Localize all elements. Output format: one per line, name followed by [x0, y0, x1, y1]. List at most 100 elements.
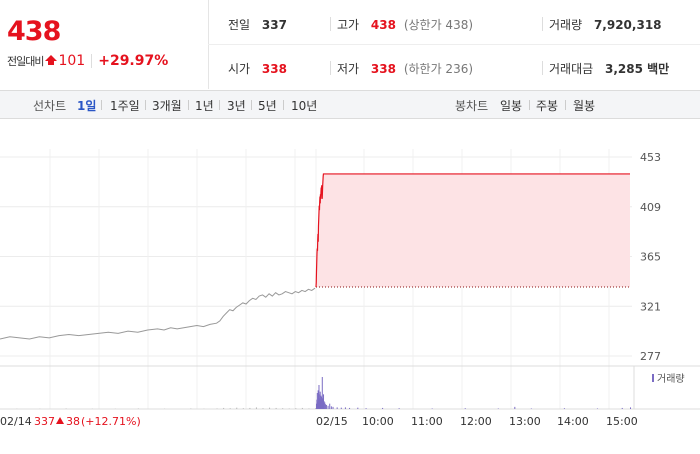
volume-bar [326, 405, 327, 409]
tab-divider [188, 100, 189, 110]
period-tab-3y[interactable]: 3년 [227, 97, 246, 114]
tab-divider [219, 100, 220, 110]
tab-divider [283, 100, 284, 110]
upper-limit: (상한가 438) [404, 18, 473, 32]
prev-day-date: 02/14 [0, 415, 32, 428]
prev-day-rate: (+12.71%) [81, 415, 141, 428]
current-price: 438 [7, 16, 60, 47]
tab-divider [251, 100, 252, 110]
volume-label: 거래량 [549, 18, 582, 32]
lower-limit: (하한가 236) [404, 62, 473, 76]
x-tick-label: 13:00 [509, 415, 541, 428]
volume-legend-swatch [652, 374, 654, 382]
volume-bar [302, 408, 303, 409]
open-value: 338 [262, 62, 287, 76]
open-cell: 시가 338 [228, 60, 287, 77]
trade-value-value: 3,285 백만 [605, 62, 669, 76]
prev-day-up-icon [56, 417, 64, 424]
volume-bar [138, 408, 139, 409]
high-cell: 고가 438 (상한가 438) [337, 16, 473, 33]
period-tab-1y[interactable]: 1년 [195, 97, 214, 114]
x-tick-label: 10:00 [362, 415, 394, 428]
volume-bar [366, 408, 367, 409]
volume-bar [223, 408, 224, 409]
y-tick-label: 409 [640, 201, 661, 214]
price-up-icon [45, 55, 57, 61]
change-row: 전일대비 101 +29.97% [7, 53, 168, 69]
volume-bar [308, 408, 309, 409]
y-tick-label: 277 [640, 350, 661, 363]
volume-bar [531, 408, 532, 409]
volume-bar [315, 408, 316, 409]
x-tick-label: 12:00 [460, 415, 492, 428]
candle-tab-daily[interactable]: 일봉 [500, 97, 522, 114]
volume-bar [341, 408, 342, 409]
volume-bar [66, 408, 67, 409]
volume-bar [399, 408, 400, 409]
volume-bar [382, 408, 383, 409]
info-divider [330, 17, 331, 31]
volume-bar [337, 407, 338, 409]
volume-bar [349, 408, 350, 409]
volume-bar [263, 408, 264, 409]
volume-legend-label: 거래량 [657, 373, 685, 385]
period-tab-1d[interactable]: 1일 [77, 97, 96, 114]
volume-bar [230, 408, 231, 409]
change-divider [91, 54, 92, 68]
volume-value: 7,920,318 [594, 18, 662, 32]
low-label: 저가 [337, 62, 359, 76]
change-value: 101 [58, 53, 85, 69]
tab-divider [145, 100, 146, 110]
candle-tab-weekly[interactable]: 주봉 [536, 97, 558, 114]
volume-bar [331, 406, 332, 409]
period-tab-3m[interactable]: 3개월 [152, 97, 182, 114]
period-tab-5y[interactable]: 5년 [258, 97, 277, 114]
volume-bar [256, 407, 257, 409]
volume-bar [597, 408, 598, 409]
candle-tab-monthly[interactable]: 월봉 [573, 97, 595, 114]
line-chart-label: 선차트 [33, 97, 66, 114]
prev-close-cell: 전일 337 [228, 16, 287, 33]
volume-bar [243, 408, 244, 409]
low-value: 338 [371, 62, 396, 76]
trade-value-label: 거래대금 [549, 62, 593, 76]
volume-bar [190, 408, 191, 409]
info-divider [542, 17, 543, 31]
prev-day-close: 337 [34, 415, 55, 428]
volume-bar [498, 408, 499, 409]
volume-bar [329, 404, 330, 409]
low-cell: 저가 338 (하한가 236) [337, 60, 473, 77]
volume-bar [269, 408, 270, 409]
high-value: 438 [371, 18, 396, 32]
chart-toolbar: 선차트 1일 1주일 3개월 1년 3년 5년 10년 봉차트 일봉 주봉 월봉 [0, 90, 700, 119]
day-fill-area [316, 174, 630, 287]
x-tick-label: 14:00 [557, 415, 589, 428]
period-tab-1w[interactable]: 1주일 [110, 97, 140, 114]
prev-day-line [0, 288, 315, 339]
y-tick-label: 365 [640, 251, 661, 264]
volume-cell: 거래량 7,920,318 [549, 16, 662, 33]
volume-bar [345, 407, 346, 409]
x-tick-label: 02/15 [316, 415, 348, 428]
volume-bar [289, 408, 290, 409]
volume-bar [357, 408, 358, 409]
price-summary: 438 전일대비 101 +29.97% [0, 0, 209, 89]
volume-bar [295, 408, 296, 409]
volume-bar [328, 406, 329, 409]
info-row-divider [208, 44, 700, 45]
tab-divider [529, 100, 530, 110]
trade-value-cell: 거래대금 3,285 백만 [549, 60, 669, 77]
x-tick-label: 11:00 [411, 415, 443, 428]
volume-bar [465, 408, 466, 409]
volume-bar [236, 408, 237, 409]
volume-bar [432, 408, 433, 409]
quote-header: 438 전일대비 101 +29.97% 전일 337 고가 438 (상한가 … [0, 0, 700, 90]
prev-day-change: 38 [66, 415, 80, 428]
volume-bar [622, 408, 623, 409]
x-tick-label: 15:00 [606, 415, 638, 428]
period-tab-10y[interactable]: 10년 [291, 97, 317, 114]
prev-close-value: 337 [262, 18, 287, 32]
change-label: 전일대비 [7, 53, 43, 69]
